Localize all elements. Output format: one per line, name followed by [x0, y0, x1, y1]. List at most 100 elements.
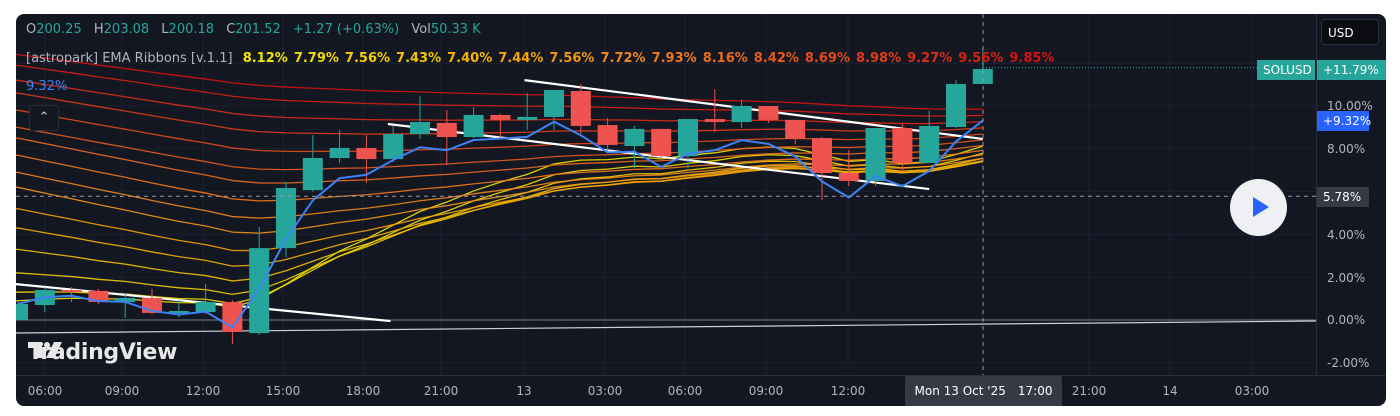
currency-selector[interactable]: USD	[1321, 19, 1379, 45]
ribbon-value: 7.40%	[447, 51, 493, 66]
candle-up	[410, 122, 430, 135]
ribbon-value: 7.72%	[600, 51, 646, 66]
ema-ribbon-line	[16, 157, 983, 234]
price-axis[interactable]: USD SOLUSD +11.79% 10.00% +9.32% 8.00% 5…	[1257, 14, 1386, 375]
close-label: C	[226, 22, 236, 37]
time-tick: 21:00	[423, 384, 459, 398]
chevron-up-icon: ⌃	[38, 110, 50, 125]
ema-ribbon-line	[16, 53, 983, 110]
ema-value-tag: +9.32%	[1317, 111, 1371, 131]
ema-ribbon-line	[16, 152, 983, 305]
tradingview-logo-icon	[28, 342, 62, 358]
time-tick: 03:00	[587, 384, 623, 398]
ribbon-value: 7.43%	[396, 51, 442, 66]
candle-up	[302, 158, 323, 191]
ema-ribbon-line	[16, 64, 983, 117]
candle-up	[544, 89, 564, 117]
candle-up	[678, 119, 698, 157]
time-tick: 12:00	[185, 384, 221, 398]
candle-up	[919, 125, 940, 163]
price-tick: 0.00%	[1327, 313, 1366, 327]
candle-up	[946, 83, 966, 127]
candle-up	[383, 134, 404, 160]
chart-canvas[interactable]	[16, 14, 1316, 375]
low-label: L	[161, 22, 169, 37]
price-tick: 10.00%	[1327, 99, 1373, 113]
candle-up	[865, 128, 886, 181]
time-tick: 15:00	[265, 384, 301, 398]
candle-up	[463, 114, 484, 138]
candle-up	[731, 106, 752, 123]
candle-down	[892, 128, 913, 163]
time-tick: 06:00	[667, 384, 703, 398]
price-tick: 8.00%	[1327, 142, 1366, 156]
low-value: 200.18	[168, 22, 215, 37]
ema-ribbon-line	[16, 92, 983, 135]
price-tick: 2.00%	[1327, 271, 1366, 285]
candle-up	[195, 302, 216, 313]
ema-ribbon-line	[16, 160, 983, 252]
candle-down	[570, 91, 591, 126]
ribbon-value: 8.42%	[753, 51, 799, 66]
ribbon-value: 9.56%	[958, 51, 1004, 66]
candle-up	[624, 128, 645, 147]
ribbon-value: 8.69%	[804, 51, 851, 66]
ribbon-value: 7.56%	[344, 51, 391, 66]
candle-down	[651, 128, 672, 157]
symbol-last-value-tag: +11.79%	[1317, 60, 1386, 80]
price-tick: 4.00%	[1327, 228, 1366, 242]
candle-down	[704, 119, 725, 123]
high-value: 203.08	[103, 22, 150, 37]
candle-down	[88, 290, 109, 303]
candle-down	[758, 106, 779, 120]
candle-down	[838, 172, 859, 181]
candle-up	[16, 303, 28, 320]
tradingview-logo[interactable]: TradingView	[28, 340, 177, 365]
candle-down	[356, 147, 377, 160]
price-tick: -2.00%	[1327, 356, 1370, 370]
time-tick: 14	[1162, 384, 1178, 398]
crosshair-time-label: Mon 13 Oct '25 17:00	[905, 376, 1062, 406]
time-tick: 03:00	[1234, 384, 1270, 398]
indicator-name[interactable]: [astropark] EMA Ribbons [v.1.1]	[26, 51, 233, 66]
ribbon-value: 7.56%	[549, 51, 595, 66]
baseline-trend-line	[16, 320, 1316, 334]
candle-up	[517, 116, 538, 120]
time-tick: 09:00	[104, 384, 140, 398]
chart-widget: O200.25 H203.08 L200.18 C201.52 +1.27 (+…	[16, 14, 1386, 406]
ribbon-value: 7.93%	[651, 51, 697, 66]
ribbon-value: 8.16%	[702, 51, 748, 66]
crosshair-date: Mon 13 Oct '25	[914, 384, 1006, 398]
volume-value: 50.33 K	[430, 22, 481, 37]
ribbon-value: 9.27%	[907, 51, 953, 66]
ema-ribbon-line	[16, 79, 983, 125]
change-value: +1.27 (+0.63%)	[292, 22, 400, 37]
candle-up	[972, 68, 993, 84]
compare-value: 9.32%	[26, 79, 68, 94]
time-tick: 06:00	[27, 384, 63, 398]
close-value: 201.52	[235, 22, 281, 37]
time-axis[interactable]: 06:00 09:00 12:00 15:00 18:00 21:00 13 0…	[16, 375, 1386, 406]
collapse-legend-button[interactable]: ⌃	[29, 105, 59, 131]
time-tick: 13	[516, 384, 532, 398]
ohlc-legend: O200.25 H203.08 L200.18 C201.52 +1.27 (+…	[26, 22, 489, 37]
candle-down	[812, 138, 832, 173]
chart-plot-area[interactable]: O200.25 H203.08 L200.18 C201.52 +1.27 (+…	[16, 14, 1316, 375]
ribbon-value: 9.85%	[1009, 51, 1055, 66]
indicator-values: 8.12% 7.79% 7.56% 7.43% 7.40% 7.44% 7.56% 7.72%…	[237, 51, 1055, 66]
time-tick: 12:00	[830, 384, 866, 398]
symbol-tag: SOLUSD	[1257, 60, 1315, 80]
ema-line	[17, 119, 984, 329]
time-tick: 21:00	[1071, 384, 1107, 398]
indicator-legend[interactable]: [astropark] EMA Ribbons [v.1.1] 8.12% 7.7…	[26, 51, 1054, 66]
candle-up	[168, 311, 189, 314]
candle-up	[115, 297, 136, 303]
ribbon-value: 8.12%	[242, 51, 288, 66]
candle-down	[61, 290, 82, 293]
crosshair-time: 17:00	[1017, 384, 1053, 398]
open-value: 200.25	[36, 22, 82, 37]
ribbon-value: 7.79%	[293, 51, 339, 66]
volume-label: Vol	[411, 22, 431, 37]
play-button[interactable]	[1230, 179, 1287, 236]
ribbon-value: 8.98%	[856, 51, 902, 66]
